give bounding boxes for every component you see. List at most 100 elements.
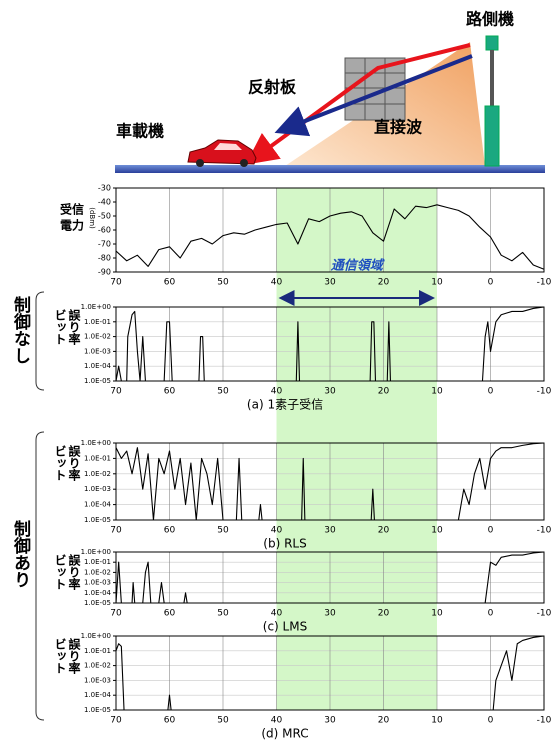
y-tick-label: -50 bbox=[98, 212, 111, 221]
x-tick-label: 60 bbox=[164, 387, 176, 397]
y-tick-label: -70 bbox=[98, 240, 111, 249]
y-tick-label: 1.0E-03 bbox=[84, 579, 111, 587]
x-tick-label: 0 bbox=[488, 278, 494, 288]
y-tick-label: 1.0E-04 bbox=[84, 501, 112, 509]
y-tick-label: 1.0E-01 bbox=[84, 647, 111, 655]
x-tick-label: 50 bbox=[217, 278, 229, 288]
x-tick-label: 40 bbox=[271, 526, 283, 536]
y-tick-label: 1.0E+00 bbox=[81, 439, 111, 447]
y-tick-label: -90 bbox=[98, 268, 111, 277]
y-tick-label: 1.0E-02 bbox=[84, 662, 111, 670]
y-axis-label: 誤り率 bbox=[67, 444, 81, 482]
x-tick-label: 0 bbox=[488, 387, 494, 397]
x-tick-label: 0 bbox=[488, 526, 494, 536]
chart-caption: (c) LMS bbox=[263, 620, 307, 634]
x-tick-label: 10 bbox=[431, 526, 443, 536]
y-tick-label: 1.0E+00 bbox=[81, 303, 111, 311]
y-tick-label: -60 bbox=[98, 226, 111, 235]
y-axis-label: ビット bbox=[53, 309, 67, 345]
y-tick-label: 1.0E-04 bbox=[84, 691, 112, 699]
y-tick-label: 1.0E-04 bbox=[84, 589, 112, 597]
y-tick-label: -30 bbox=[98, 184, 111, 193]
y-tick-label: 1.0E-04 bbox=[84, 362, 112, 370]
x-tick-label: 20 bbox=[378, 526, 390, 536]
car bbox=[188, 140, 256, 167]
y-tick-label: 1.0E-05 bbox=[84, 599, 111, 607]
x-tick-label: 50 bbox=[217, 387, 229, 397]
x-tick-label: 10 bbox=[431, 387, 443, 397]
y-tick-label: -40 bbox=[98, 198, 111, 207]
y-tick-label: 1.0E-02 bbox=[84, 333, 111, 341]
y-tick-label: 1.0E-03 bbox=[84, 676, 111, 684]
group-label: 制御あり bbox=[10, 519, 32, 588]
x-tick-label: 0 bbox=[488, 716, 494, 726]
x-tick-label: 60 bbox=[164, 609, 176, 619]
x-tick-label: -10 bbox=[537, 716, 552, 726]
x-tick-label: 40 bbox=[271, 609, 283, 619]
x-tick-label: 50 bbox=[217, 609, 229, 619]
x-tick-label: -10 bbox=[537, 609, 552, 619]
roadside-pole bbox=[485, 36, 499, 166]
y-tick-label: 1.0E-05 bbox=[84, 706, 111, 714]
building bbox=[345, 58, 405, 120]
x-tick-label: 50 bbox=[217, 526, 229, 536]
y-tick-label: 1.0E-01 bbox=[84, 454, 111, 462]
y-tick-label: 1.0E-05 bbox=[84, 377, 111, 385]
chart-caption: (a) 1素子受信 bbox=[247, 398, 323, 412]
ground bbox=[115, 165, 545, 173]
x-tick-label: -10 bbox=[537, 387, 552, 397]
x-tick-label: 10 bbox=[431, 716, 443, 726]
y-tick-label: 1.0E-02 bbox=[84, 568, 111, 576]
chart-caption: (b) RLS bbox=[263, 537, 306, 551]
x-tick-label: 30 bbox=[324, 716, 336, 726]
y-tick-label: -80 bbox=[98, 254, 111, 263]
x-tick-label: 10 bbox=[431, 609, 443, 619]
y-tick-label: 1.0E+00 bbox=[81, 632, 111, 640]
x-tick-label: 20 bbox=[378, 387, 390, 397]
y-tick-label: 1.0E-01 bbox=[84, 318, 111, 326]
x-tick-label: 30 bbox=[324, 278, 336, 288]
figure: 路側機 反射板 直接波 車載機 制御なし 制御あり -30 -40 -50 -60 -7… bbox=[0, 0, 559, 742]
x-tick-label: 30 bbox=[324, 387, 336, 397]
y-axis-label: ビット bbox=[53, 638, 67, 674]
x-tick-label: 30 bbox=[324, 526, 336, 536]
x-tick-label: 40 bbox=[271, 278, 283, 288]
roadside-label: 路側機 bbox=[466, 10, 514, 29]
x-tick-label: 0 bbox=[488, 609, 494, 619]
reflector-label: 反射板 bbox=[248, 78, 297, 97]
x-tick-label: 20 bbox=[378, 716, 390, 726]
x-tick-label: 30 bbox=[324, 609, 336, 619]
bracket bbox=[36, 432, 44, 720]
x-tick-label: 20 bbox=[378, 278, 390, 288]
x-tick-label: 70 bbox=[110, 387, 122, 397]
x-tick-label: 70 bbox=[110, 526, 122, 536]
x-tick-label: 40 bbox=[271, 387, 283, 397]
y-tick-label: 1.0E-01 bbox=[84, 558, 111, 566]
x-tick-label: 70 bbox=[110, 278, 122, 288]
x-tick-label: -10 bbox=[537, 526, 552, 536]
x-tick-label: 60 bbox=[164, 526, 176, 536]
y-tick-label: 1.0E-03 bbox=[84, 347, 111, 355]
y-tick-label: 1.0E-03 bbox=[84, 485, 111, 493]
x-tick-label: 70 bbox=[110, 609, 122, 619]
y-axis-label: 誤り率 bbox=[67, 308, 81, 346]
x-tick-label: 50 bbox=[217, 716, 229, 726]
x-tick-label: 20 bbox=[378, 609, 390, 619]
x-tick-label: 70 bbox=[110, 716, 122, 726]
y-tick-label: 1.0E-02 bbox=[84, 470, 111, 478]
x-tick-label: 40 bbox=[271, 716, 283, 726]
y-axis-label: 誤り率 bbox=[67, 637, 81, 675]
illustration: 路側機 反射板 直接波 車載機 bbox=[115, 10, 545, 174]
x-tick-label: 60 bbox=[164, 278, 176, 288]
direct-wave-label: 直接波 bbox=[374, 118, 423, 137]
y-axis-unit: (dBm) bbox=[88, 207, 96, 229]
x-tick-label: -10 bbox=[537, 278, 552, 288]
comm-region-label: 通信領域 bbox=[331, 258, 385, 274]
chart-caption: (d) MRC bbox=[261, 727, 308, 741]
y-tick-label: 1.0E+00 bbox=[81, 548, 111, 556]
group-label: 制御なし bbox=[10, 295, 32, 364]
vehicle-label: 車載機 bbox=[116, 122, 164, 141]
y-axis-label: ビット bbox=[53, 554, 67, 590]
y-axis-label: ビット bbox=[53, 445, 67, 481]
y-axis-label: 受信 bbox=[60, 202, 84, 217]
